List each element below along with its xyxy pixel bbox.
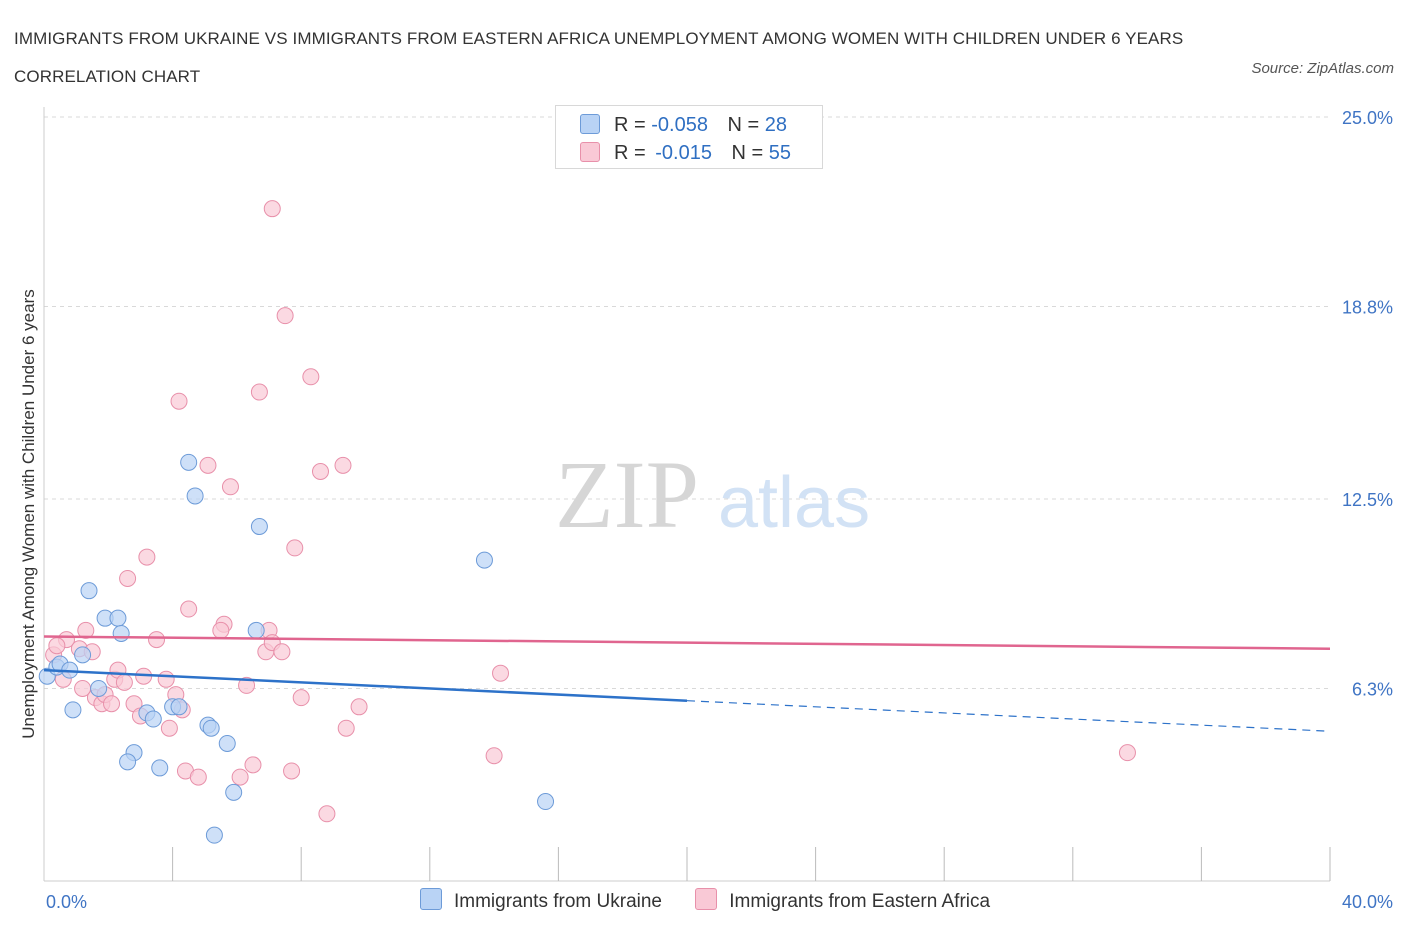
point-ukraine — [151, 759, 169, 777]
point-eafrica — [170, 392, 188, 410]
point-eafrica — [189, 768, 207, 786]
r-label: R = — [614, 142, 646, 164]
y-tick-label: 18.8% — [1342, 297, 1393, 317]
ukraine-swatch — [420, 888, 442, 910]
point-ukraine — [74, 646, 92, 664]
point-eafrica — [199, 456, 217, 474]
point-eafrica — [221, 478, 239, 496]
point-eafrica — [273, 643, 291, 661]
point-eafrica — [318, 805, 336, 823]
trend-line-ukraine — [43, 668, 688, 702]
point-ukraine — [186, 487, 204, 505]
point-ukraine — [144, 710, 162, 728]
point-eafrica — [115, 673, 133, 691]
point-ukraine — [218, 734, 236, 752]
legend-label: Immigrants from Ukraine — [454, 891, 662, 912]
y-tick-label: 6.3% — [1352, 679, 1393, 699]
point-eafrica — [292, 689, 310, 707]
y-axis-label: Unemployment Among Women with Children U… — [19, 289, 38, 738]
legend-item-eafrica: Immigrants from Eastern Africa — [695, 888, 990, 913]
watermark-zip: ZIP — [555, 441, 699, 548]
trend-line-eafrica — [43, 635, 1331, 650]
point-eafrica — [334, 456, 352, 474]
watermark: ZIP atlas — [555, 441, 870, 548]
point-eafrica — [276, 307, 294, 325]
point-ukraine — [64, 701, 82, 719]
stats-legend: R = -0.058 N = 28 R = -0.015 N = 55 — [555, 105, 823, 169]
tick-labels: 6.3% 12.5% 18.8% 25.0% 0.0% 40.0% Unemployment… — [19, 108, 1393, 912]
point-eafrica — [74, 679, 92, 697]
y-tick-label: 25.0% — [1342, 108, 1393, 128]
point-ukraine — [205, 826, 223, 844]
point-ukraine — [80, 582, 98, 600]
chart-title: IMMIGRANTS FROM UKRAINE VS IMMIGRANTS FR… — [14, 29, 1184, 86]
x-tick-label: 0.0% — [46, 892, 87, 912]
point-eafrica — [485, 747, 503, 765]
point-eafrica — [148, 631, 166, 649]
stats-row-eafrica: R = -0.015 N = 55 — [580, 140, 791, 166]
point-ukraine — [247, 621, 265, 639]
point-ukraine — [475, 551, 493, 569]
point-eafrica — [302, 368, 320, 386]
point-ukraine — [170, 698, 188, 716]
point-ukraine — [112, 624, 130, 642]
legend-item-ukraine: Immigrants from Ukraine — [420, 888, 662, 913]
point-eafrica — [283, 762, 301, 780]
point-ukraine — [250, 518, 268, 536]
point-eafrica — [238, 676, 256, 694]
point-eafrica — [180, 600, 198, 618]
axes — [43, 107, 1331, 882]
source-note: Source: ZipAtlas.com — [1251, 60, 1394, 77]
point-ukraine — [225, 783, 243, 801]
n-value: 28 — [764, 114, 788, 136]
ukraine-swatch — [580, 114, 600, 134]
point-eafrica — [212, 621, 230, 639]
point-eafrica — [263, 200, 281, 218]
n-value: 55 — [768, 142, 792, 164]
point-ukraine — [537, 793, 555, 811]
watermark-atlas: atlas — [718, 463, 870, 543]
point-eafrica — [286, 539, 304, 557]
trend-line-ukraine-extrapolated — [686, 700, 1331, 732]
trend-lines — [43, 635, 1331, 732]
x-tick-label: 40.0% — [1342, 892, 1393, 912]
point-eafrica — [231, 768, 249, 786]
point-ukraine — [90, 679, 108, 697]
data-points — [38, 200, 1136, 844]
grid-lines — [44, 116, 1330, 689]
point-eafrica — [311, 462, 329, 480]
point-eafrica — [77, 621, 95, 639]
r-value: -0.015 — [655, 142, 712, 164]
r-label: R = — [614, 114, 646, 136]
point-ukraine — [119, 753, 137, 771]
point-eafrica — [119, 569, 137, 587]
point-eafrica — [337, 719, 355, 737]
point-eafrica — [157, 670, 175, 688]
point-ukraine — [109, 609, 127, 627]
stats-row-ukraine: R = -0.058 N = 28 — [580, 112, 787, 138]
point-eafrica — [350, 698, 368, 716]
point-eafrica — [103, 695, 121, 713]
point-eafrica — [138, 548, 156, 566]
point-eafrica — [250, 383, 268, 401]
point-eafrica — [48, 637, 66, 655]
n-label: N = — [727, 114, 760, 136]
series-legend: Immigrants from Ukraine Immigrants from … — [420, 888, 1018, 913]
point-ukraine — [180, 453, 198, 471]
r-value: -0.058 — [651, 114, 708, 136]
eafrica-swatch — [580, 142, 600, 162]
point-eafrica — [244, 756, 262, 774]
point-eafrica — [492, 664, 510, 682]
eafrica-swatch — [695, 888, 718, 910]
point-ukraine — [202, 719, 220, 737]
point-eafrica — [1118, 744, 1136, 762]
n-label: N = — [731, 142, 764, 164]
y-tick-label: 12.5% — [1342, 490, 1393, 510]
legend-label: Immigrants from Eastern Africa — [729, 891, 991, 912]
point-eafrica — [160, 719, 178, 737]
